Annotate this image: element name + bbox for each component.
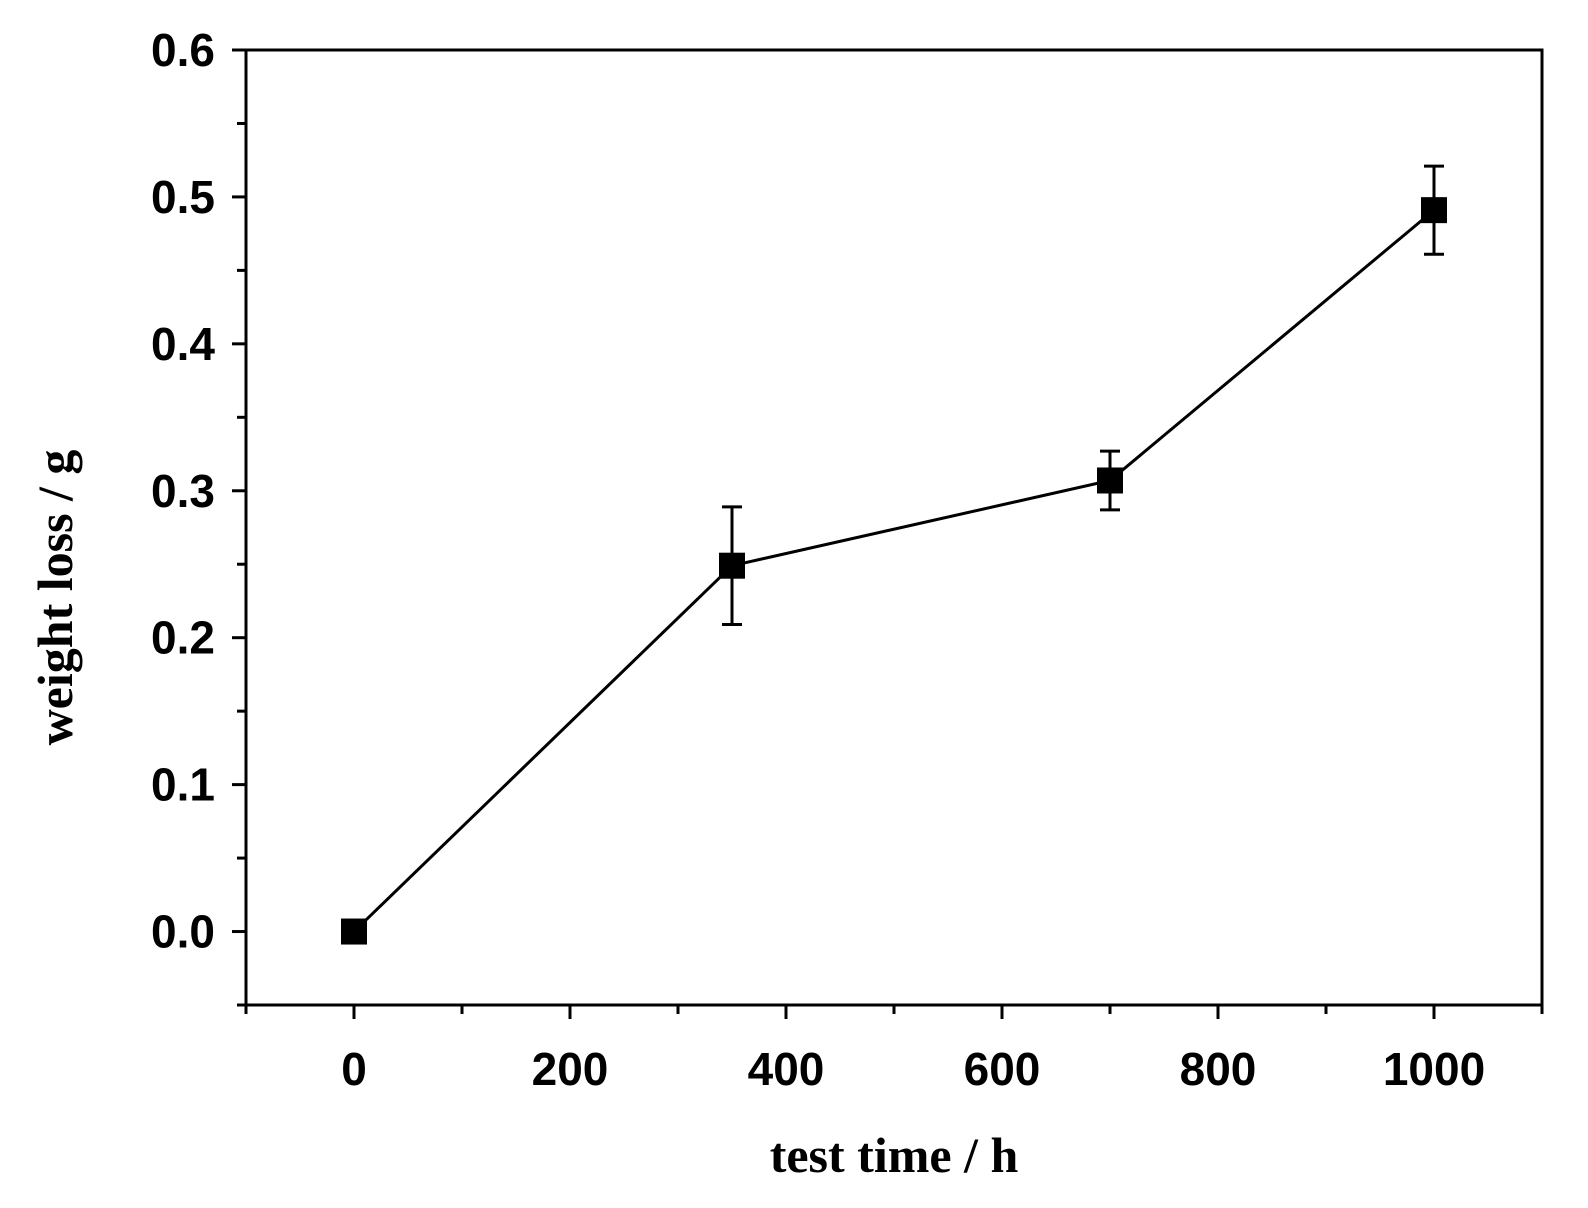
y-tick-label: 0.2 [151, 612, 215, 664]
y-tick-label: 0.1 [151, 759, 215, 811]
y-axis-title: weight loss / g [27, 450, 83, 746]
x-tick-label: 0 [341, 1043, 367, 1095]
x-tick-label: 1000 [1383, 1043, 1485, 1095]
x-tick-label: 800 [1180, 1043, 1257, 1095]
y-tick-label: 0.0 [151, 906, 215, 958]
y-tick-label: 0.4 [151, 318, 215, 370]
y-tick-label: 0.5 [151, 171, 215, 223]
x-tick-label: 200 [532, 1043, 609, 1095]
data-point [1097, 467, 1123, 494]
data-point [341, 918, 367, 945]
y-tick-label: 0.6 [151, 24, 215, 76]
x-axis-ticks: 0 200 400 600 800 1000 [244, 1005, 1544, 1095]
y-tick-label: 0.3 [151, 465, 215, 517]
data-point [1421, 197, 1447, 224]
plot-frame [244, 48, 1544, 1007]
series-line [352, 208, 1435, 933]
x-tick-label: 600 [964, 1043, 1041, 1095]
data-point [719, 552, 745, 579]
x-tick-label: 400 [748, 1043, 825, 1095]
y-axis-ticks: 0.0 0.1 0.2 0.3 0.4 0.5 0.6 [151, 24, 246, 1007]
x-axis-title: test time / h [770, 1127, 1019, 1183]
series [341, 164, 1447, 945]
